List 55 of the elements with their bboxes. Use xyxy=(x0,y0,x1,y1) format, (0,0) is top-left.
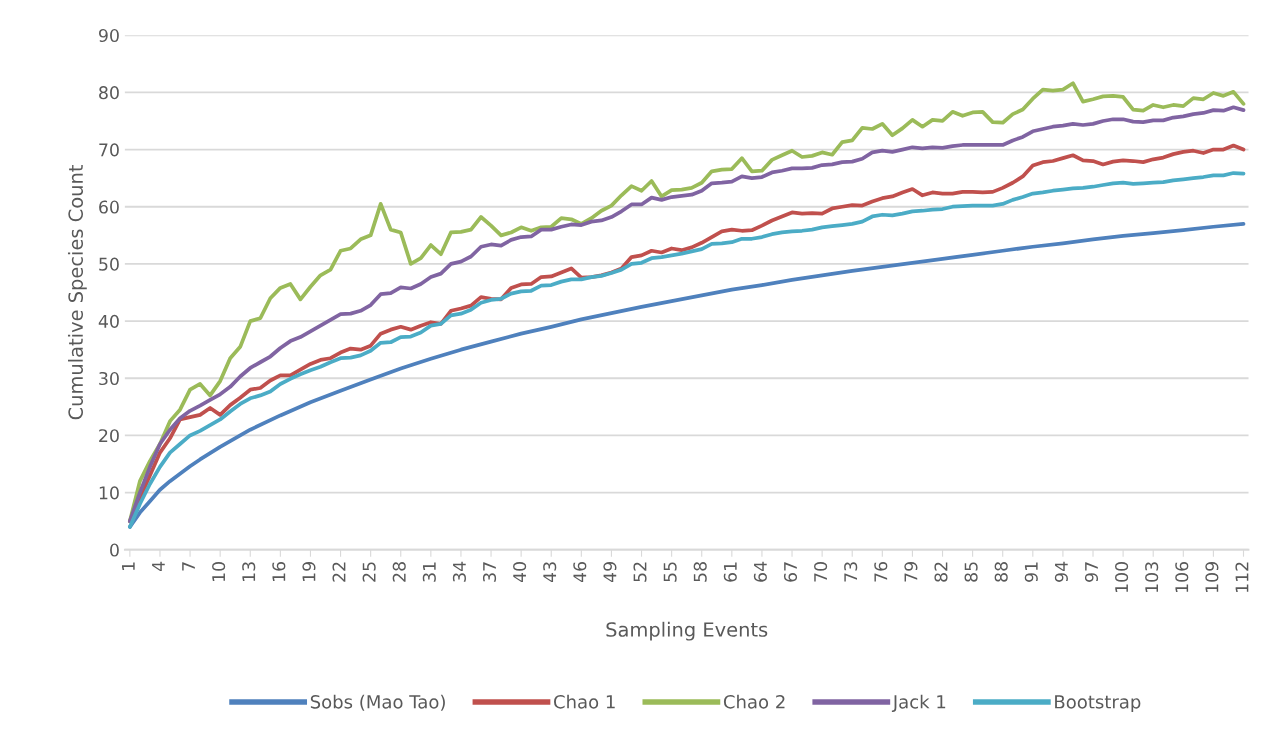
x-tick-label: 37 xyxy=(482,562,497,582)
legend-label: Sobs (Mao Tao) xyxy=(310,694,445,711)
y-tick-label: 90 xyxy=(98,28,119,43)
x-tick-label: 7 xyxy=(182,562,195,571)
x-tick-label: 46 xyxy=(573,561,587,583)
y-tick-label: 70 xyxy=(99,143,119,157)
x-tick-label: 49 xyxy=(603,562,617,583)
x-tick-label: 55 xyxy=(663,562,677,582)
x-tick-label: 88 xyxy=(994,562,1008,582)
x-tick-label: 40 xyxy=(513,562,527,583)
x-tick-label: 97 xyxy=(1084,562,1099,582)
legend-label: Chao 2 xyxy=(723,694,785,709)
y-tick-label: 60 xyxy=(99,200,119,214)
x-tick-label: 79 xyxy=(904,562,918,582)
x-tick-label: 64 xyxy=(753,561,767,582)
y-tick-label: 80 xyxy=(99,86,119,100)
x-tick-label: 34 xyxy=(452,561,466,582)
x-tick-label: 13 xyxy=(242,562,256,582)
x-tick-label: 1 xyxy=(122,562,135,571)
x-tick-label: 94 xyxy=(1054,561,1068,582)
x-tick-label: 109 xyxy=(1205,562,1219,593)
x-tick-label: 19 xyxy=(302,562,316,582)
x-tick-label: 61 xyxy=(723,562,737,582)
x-tick-label: 82 xyxy=(934,562,948,582)
x-tick-label: 58 xyxy=(693,562,707,582)
y-tick-label: 20 xyxy=(99,429,119,443)
x-tick-label: 22 xyxy=(332,562,346,582)
x-tick-label: 16 xyxy=(272,561,286,582)
x-axis-title: Sampling Events xyxy=(606,621,768,641)
x-tick-label: 4 xyxy=(152,561,165,572)
legend-label: Bootstrap xyxy=(1055,695,1141,713)
x-tick-label: 73 xyxy=(844,562,858,582)
x-tick-label: 10 xyxy=(212,562,226,582)
x-tick-label: 43 xyxy=(543,562,557,583)
legend-label: Chao 1 xyxy=(554,694,615,709)
x-tick-label: 100 xyxy=(1115,562,1129,593)
x-tick-label: 52 xyxy=(633,562,647,582)
x-tick-label: 91 xyxy=(1024,562,1038,582)
x-tick-label: 106 xyxy=(1175,561,1189,593)
y-tick-label: 40 xyxy=(98,314,119,328)
y-tick-label: 10 xyxy=(99,486,119,500)
legend-label: Jack 1 xyxy=(891,694,946,712)
x-tick-label: 67 xyxy=(783,562,798,582)
y-tick-label: 0 xyxy=(110,543,119,557)
x-tick-label: 70 xyxy=(814,562,828,582)
x-tick-label: 103 xyxy=(1145,562,1159,593)
y-tick-label: 50 xyxy=(99,257,119,271)
x-tick-label: 76 xyxy=(874,561,888,582)
y-tick-label: 30 xyxy=(99,371,119,386)
x-tick-label: 85 xyxy=(964,562,978,582)
x-tick-label: 28 xyxy=(392,562,406,582)
y-axis-title: Cumulative Species Count xyxy=(67,165,87,420)
x-tick-label: 31 xyxy=(422,562,436,582)
x-tick-label: 112 xyxy=(1235,562,1249,593)
x-tick-label: 25 xyxy=(362,562,376,582)
